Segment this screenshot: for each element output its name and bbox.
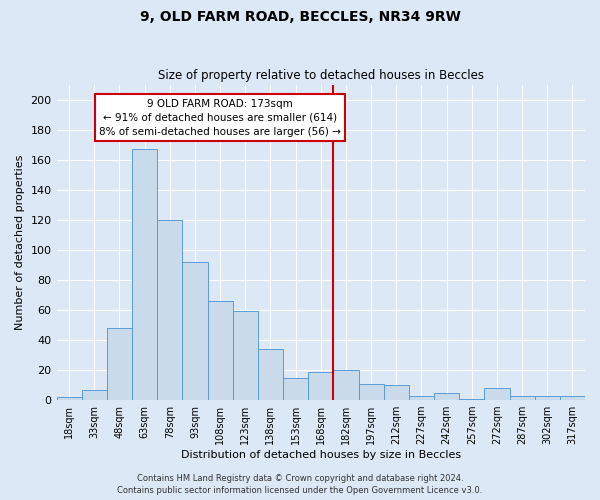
Bar [82, 390, 107, 400]
Title: Size of property relative to detached houses in Beccles: Size of property relative to detached ho… [158, 69, 484, 82]
Bar [509, 396, 535, 400]
Text: 9, OLD FARM ROAD, BECCLES, NR34 9RW: 9, OLD FARM ROAD, BECCLES, NR34 9RW [140, 10, 460, 24]
Bar [334, 370, 359, 400]
Bar [560, 396, 585, 400]
Bar [283, 378, 308, 400]
Bar [484, 388, 509, 400]
Bar [208, 301, 233, 400]
Bar [434, 392, 459, 400]
Text: 9 OLD FARM ROAD: 173sqm
← 91% of detached houses are smaller (614)
8% of semi-de: 9 OLD FARM ROAD: 173sqm ← 91% of detache… [99, 98, 341, 136]
X-axis label: Distribution of detached houses by size in Beccles: Distribution of detached houses by size … [181, 450, 461, 460]
Bar [383, 385, 409, 400]
Bar [409, 396, 434, 400]
Bar [157, 220, 182, 400]
Bar [233, 312, 258, 400]
Bar [535, 396, 560, 400]
Bar [132, 149, 157, 400]
Bar [258, 349, 283, 400]
Bar [107, 328, 132, 400]
Bar [56, 397, 82, 400]
Bar [359, 384, 383, 400]
Text: Contains HM Land Registry data © Crown copyright and database right 2024.
Contai: Contains HM Land Registry data © Crown c… [118, 474, 482, 495]
Bar [182, 262, 208, 400]
Bar [459, 398, 484, 400]
Bar [308, 372, 334, 400]
Y-axis label: Number of detached properties: Number of detached properties [15, 154, 25, 330]
